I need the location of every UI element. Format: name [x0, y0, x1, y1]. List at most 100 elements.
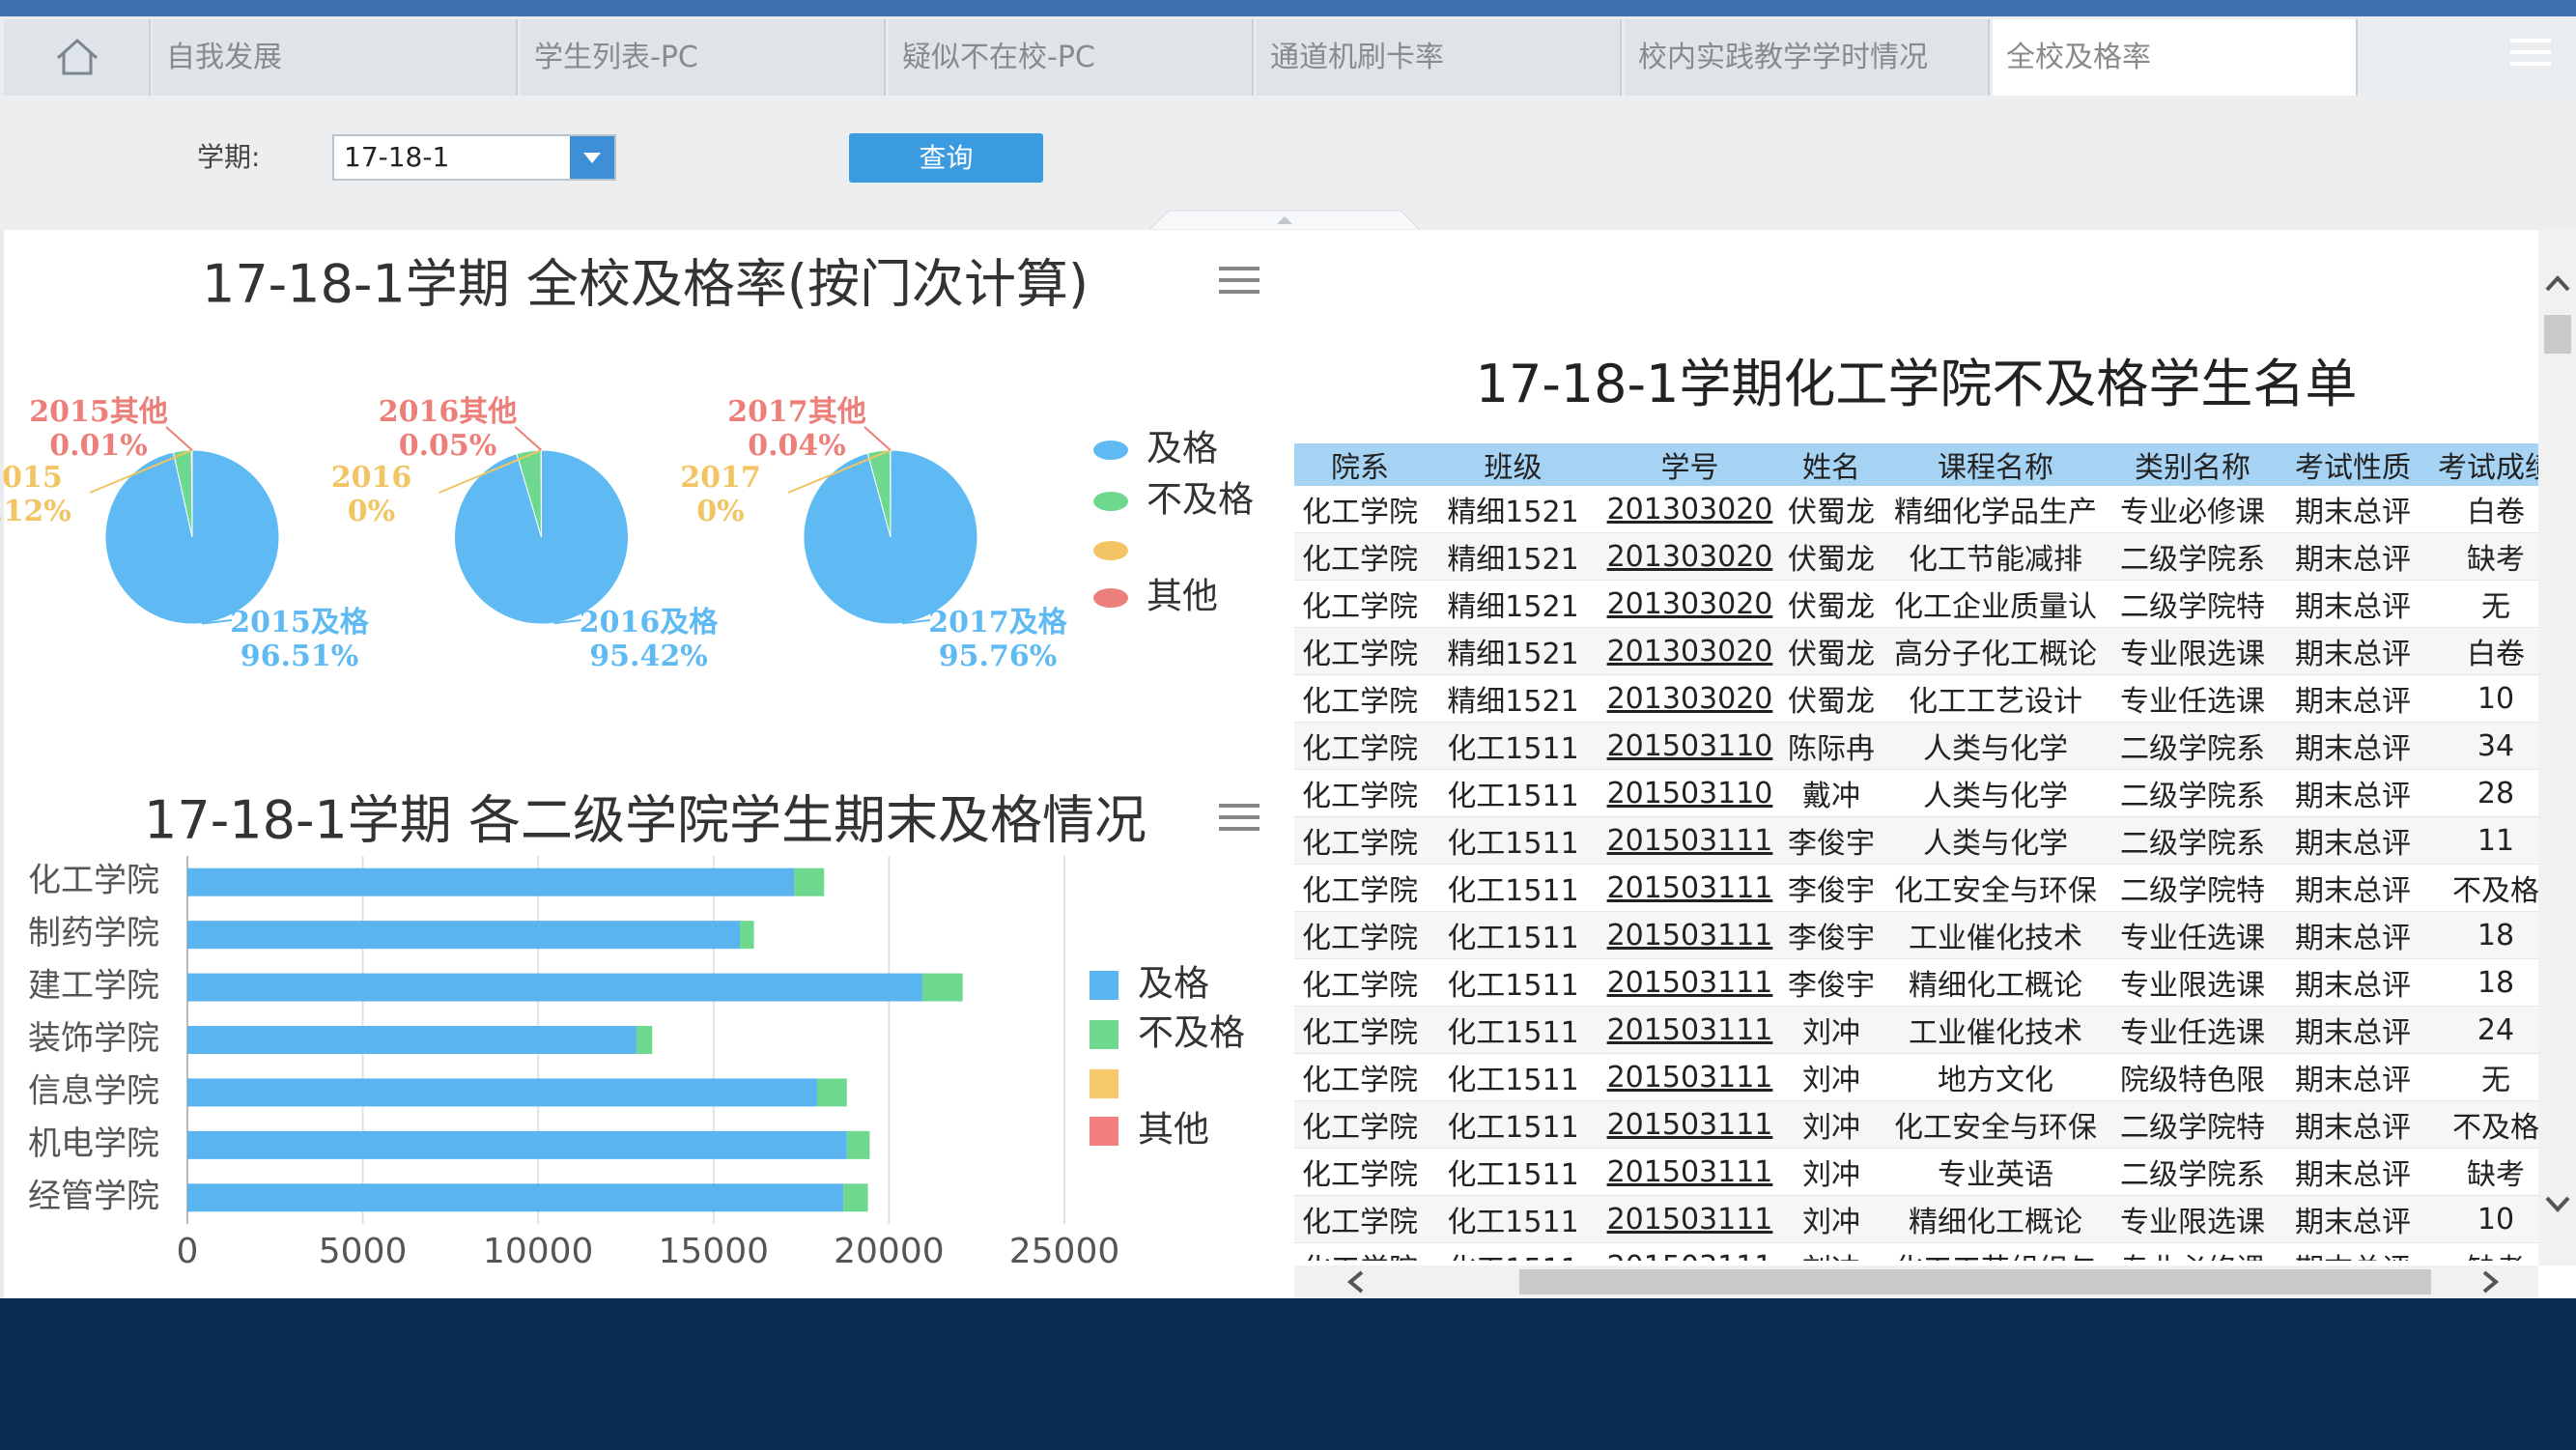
table-cell: 工业催化技术: [1883, 911, 2108, 959]
header-cell: 学号: [1600, 443, 1779, 486]
student-id[interactable]: 201303020: [1600, 532, 1779, 581]
table-cell: 专业限选课: [2108, 627, 2278, 675]
v-scrollbar[interactable]: [2538, 230, 2576, 1265]
y-tick-label: 制药学院: [28, 914, 159, 952]
pie-label-category: 及格: [1009, 606, 1068, 640]
h-scrollbar[interactable]: [1294, 1265, 2538, 1298]
table-row: 化工学院 化工1511 201503111 刘冲 工业催化技术 专业任选课 期末总评 24: [1294, 1006, 2538, 1054]
legend-icon: [1093, 541, 1128, 560]
table-cell: 刘冲: [1779, 1053, 1883, 1101]
table-cell: 无: [2428, 1053, 2538, 1101]
h-scroll-thumb[interactable]: [1519, 1269, 2431, 1294]
legend-icon: [1090, 1117, 1118, 1146]
bar-menu[interactable]: [1219, 804, 1260, 831]
student-id[interactable]: 201503111: [1600, 911, 1779, 959]
table-cell: 白卷: [2428, 486, 2538, 533]
table-cell: 化工学院: [1294, 769, 1426, 817]
student-id[interactable]: 201303020: [1600, 486, 1779, 533]
student-id[interactable]: 201303020: [1600, 674, 1779, 723]
table-cell: 二级学院系: [2108, 532, 2278, 581]
student-id[interactable]: 201503111: [1600, 1100, 1779, 1149]
student-id[interactable]: 201503111: [1600, 1148, 1779, 1196]
student-id[interactable]: 201303020: [1600, 580, 1779, 628]
table-cell: 工业催化技术: [1883, 1006, 2108, 1054]
table-cell: 刘冲: [1779, 1100, 1883, 1149]
table-cell: 李俊宇: [1779, 816, 1883, 865]
table-cell: 二级学院系: [2108, 722, 2278, 770]
term-select[interactable]: 17-18-1: [332, 134, 616, 181]
table-row: 化工学院 精细1521 201303020 伏蜀龙 化工企业质量认 二级学院特 期末总评无: [1294, 580, 2538, 628]
table-cell: 精细化工概论: [1883, 1195, 2108, 1243]
pie-value-label: 96.51%: [241, 640, 358, 673]
scroll-down[interactable]: [2544, 1192, 2571, 1215]
label-line: [863, 426, 892, 451]
student-id[interactable]: 201503110: [1600, 722, 1779, 770]
table-cell: 不及格: [2428, 1100, 2538, 1149]
tab[interactable]: 疑似不在校-PC: [889, 19, 1254, 96]
table-cell: 10: [2428, 674, 2538, 723]
table-cell: 化工安全与环保: [1883, 864, 2108, 912]
scroll-right[interactable]: [2475, 1269, 2504, 1294]
table-cell: 化工1511: [1426, 816, 1600, 865]
table-cell: 李俊宇: [1779, 911, 1883, 959]
table-row: 化工学院 化工1511 201503111 刘冲 化工安全与环保 二级学院特 期末总评 不及格: [1294, 1100, 2538, 1149]
table-cell: 期末总评: [2278, 911, 2428, 959]
pie-label: 2016: [331, 461, 412, 495]
table-row: 化工学院 化工1511 201503111 刘冲 专业英语 二级学院系 期末总评 缺考: [1294, 1148, 2538, 1196]
table-row: 化工学院 化工1511 201503111 刘冲 精细化工概论 专业限选课 期末总评 10: [1294, 1195, 2538, 1243]
table-cell: 精细1521: [1426, 532, 1600, 581]
tab[interactable]: 通道机刷卡率: [1257, 19, 1622, 96]
x-tick-label: 5000: [319, 1232, 408, 1271]
dropdown-arrow: [570, 136, 614, 179]
student-id[interactable]: 201503111: [1600, 816, 1779, 865]
table-cell: 期末总评: [2278, 486, 2428, 533]
table-row: 化工学院 精细1521 201303020 伏蜀龙 化工节能减排 二级学院系 期末总评 缺考: [1294, 532, 2538, 581]
table-cell: 期末总评: [2278, 627, 2428, 675]
header-cell: 姓名: [1779, 443, 1883, 486]
table-cell: 化工学院: [1294, 532, 1426, 581]
pie-label-year: 2017: [928, 606, 1009, 640]
v-scroll-thumb[interactable]: [2544, 315, 2571, 354]
table-cell: 专业必修课: [2108, 486, 2278, 533]
tab[interactable]: 自我发展: [153, 19, 518, 96]
home-button[interactable]: [4, 19, 151, 96]
tab[interactable]: 学生列表-PC: [521, 19, 886, 96]
table-row: 化工学院 化工1511 201503111 刘冲 地方文化 院级特色限 期末总评无: [1294, 1053, 2538, 1101]
student-id[interactable]: 201503111: [1600, 958, 1779, 1007]
student-id[interactable]: 201503110: [1600, 769, 1779, 817]
table-cell: 化工学院: [1294, 722, 1426, 770]
table-cell: 刘冲: [1779, 1006, 1883, 1054]
student-id[interactable]: 201503111: [1600, 1195, 1779, 1243]
home-icon: [56, 38, 99, 75]
bar: [843, 1183, 868, 1212]
tab[interactable]: 全校及格率: [1993, 19, 2358, 96]
table-cell: 高分子化工概论: [1883, 627, 2108, 675]
table-cell: 二级学院系: [2108, 769, 2278, 817]
table-cell: 精细化学品生产: [1883, 486, 2108, 533]
student-id[interactable]: 201503111: [1600, 864, 1779, 912]
menu-button[interactable]: [2506, 33, 2555, 71]
table-cell: 二级学院系: [2108, 816, 2278, 865]
query-button[interactable]: 查询: [849, 133, 1043, 183]
scroll-up[interactable]: [2544, 272, 2571, 296]
pie-panel-title: 17-18-1学期 全校及格率(按门次计算): [202, 254, 1089, 315]
term-value: 17-18-1: [344, 141, 450, 173]
student-id[interactable]: 201503111: [1600, 1006, 1779, 1054]
legend-label: 及格: [1138, 963, 1209, 1005]
table-cell: 精细1521: [1426, 580, 1600, 628]
table-cell: 化工工艺设计: [1883, 674, 2108, 723]
student-id[interactable]: 201303020: [1600, 627, 1779, 675]
pie-label: 2017及格: [928, 606, 1068, 640]
scroll-left[interactable]: [1343, 1269, 1372, 1294]
pie-menu[interactable]: [1219, 267, 1260, 294]
collapse-tab[interactable]: [1149, 209, 1420, 230]
table-cell: 戴冲: [1779, 769, 1883, 817]
student-id[interactable]: 201503111: [1600, 1242, 1779, 1261]
table-cell: 期末总评: [2278, 769, 2428, 817]
table-cell: 化工学院: [1294, 816, 1426, 865]
pie-value-label: 0.05%: [399, 429, 497, 463]
footer-band: [0, 1298, 2576, 1450]
table-cell: 期末总评: [2278, 532, 2428, 581]
student-id[interactable]: 201503111: [1600, 1053, 1779, 1101]
tab[interactable]: 校内实践教学学时情况: [1625, 19, 1990, 96]
